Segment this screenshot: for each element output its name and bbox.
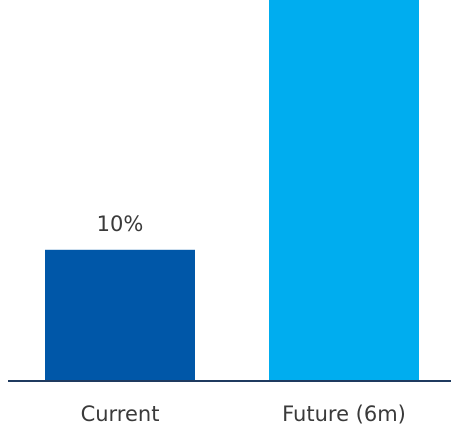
data-labels-group: 10%36% xyxy=(97,212,144,236)
bars-group xyxy=(45,0,419,382)
x-tick-label-current: Current xyxy=(81,402,160,426)
x-tick-labels-group: Current Future (6m) xyxy=(81,402,406,426)
bar-future xyxy=(269,0,419,382)
bar-current xyxy=(45,249,195,381)
x-tick-label-future: Future (6m) xyxy=(282,402,406,426)
data-label-current: 10% xyxy=(97,212,144,236)
